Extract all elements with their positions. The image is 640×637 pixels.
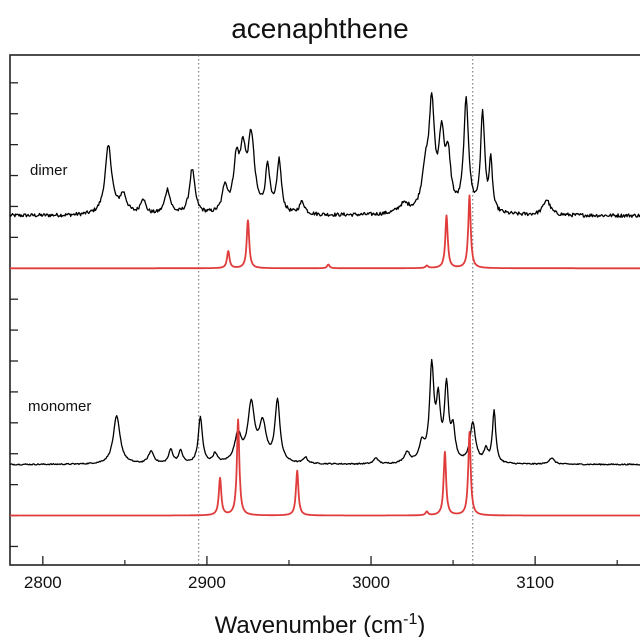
reference-lines bbox=[198, 55, 474, 565]
chart-title: acenaphthene bbox=[231, 13, 409, 44]
x-axis-title: Wavenumber (cm-1) bbox=[215, 611, 426, 637]
dimer-calculated-line bbox=[9, 194, 640, 270]
monomer-label: monomer bbox=[28, 398, 91, 415]
x-tick-label: 2800 bbox=[24, 573, 62, 592]
dimer-experimental-line bbox=[9, 92, 640, 218]
monomer-experimental-line bbox=[9, 358, 640, 466]
plot-frame bbox=[9, 54, 640, 566]
dimer-label: dimer bbox=[30, 162, 68, 179]
x-axis-ticks: 2800 2900 3000 3100 bbox=[24, 556, 618, 592]
y-axis-ticks bbox=[10, 82, 18, 548]
x-tick-label: 3100 bbox=[516, 573, 554, 592]
monomer-calculated-line bbox=[9, 418, 640, 517]
x-tick-label: 2900 bbox=[188, 573, 226, 592]
x-tick-label: 3000 bbox=[352, 573, 390, 592]
spectrum-traces bbox=[9, 92, 640, 517]
